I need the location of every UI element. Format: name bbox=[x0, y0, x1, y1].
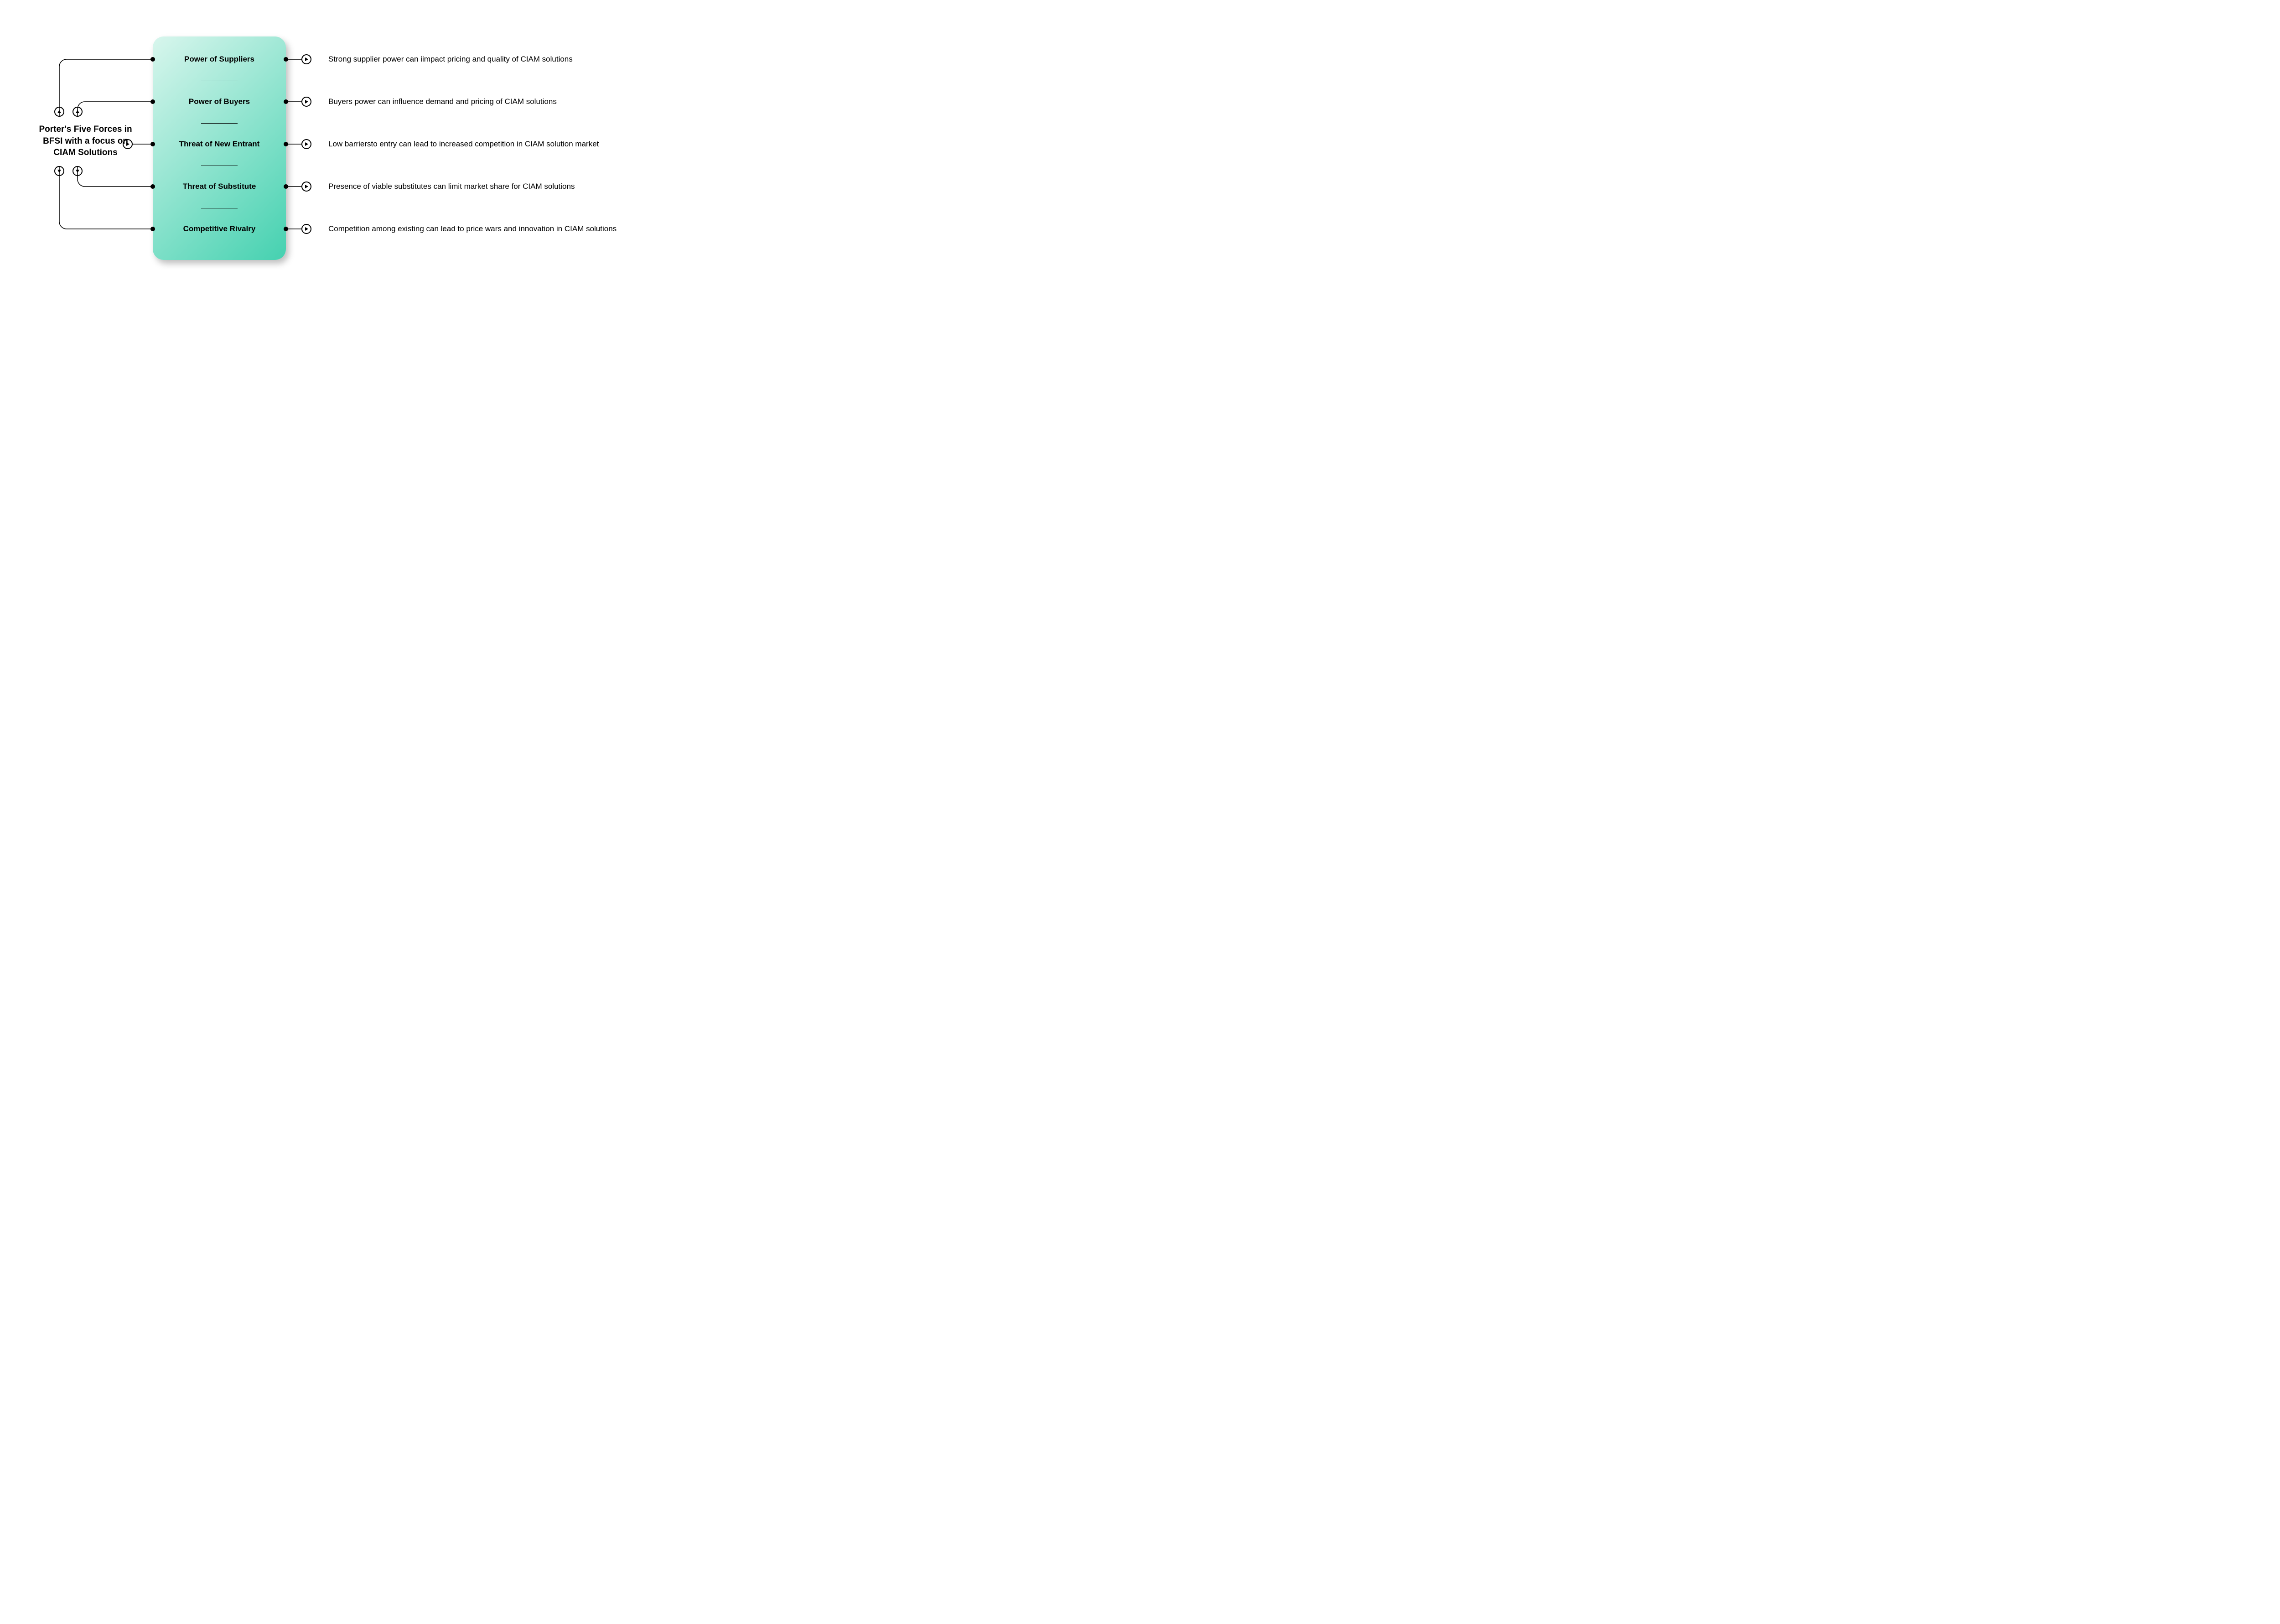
force-description: Low barriersto entry can lead to increas… bbox=[328, 140, 599, 149]
force-divider bbox=[201, 123, 238, 124]
connectors-overlay bbox=[0, 0, 684, 358]
diagram-title: Porter's Five Forces in BFSI with a focu… bbox=[34, 124, 137, 159]
force-label: Competitive Rivalry bbox=[153, 224, 286, 233]
force-label: Threat of Substitute bbox=[153, 182, 286, 191]
force-description: Competition among existing can lead to p… bbox=[328, 224, 617, 233]
diagram-canvas: Porter's Five Forces in BFSI with a focu… bbox=[0, 0, 684, 358]
force-label: Threat of New Entrant bbox=[153, 140, 286, 149]
force-description: Presence of viable substitutes can limit… bbox=[328, 182, 575, 191]
force-description: Buyers power can influence demand and pr… bbox=[328, 97, 557, 106]
force-description: Strong supplier power can iimpact pricin… bbox=[328, 55, 573, 64]
force-label: Power of Suppliers bbox=[153, 55, 286, 64]
force-label: Power of Buyers bbox=[153, 97, 286, 106]
